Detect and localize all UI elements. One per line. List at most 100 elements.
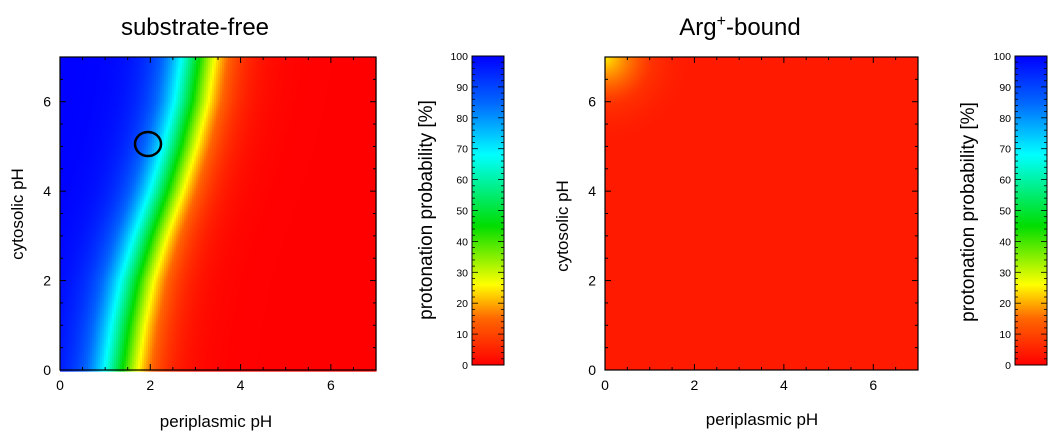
heatmap-cell xyxy=(162,69,165,72)
heatmap-cell xyxy=(220,77,223,80)
heatmap-cell xyxy=(154,59,157,62)
heatmap-cell xyxy=(212,57,215,60)
heatmap-cell xyxy=(364,77,367,80)
heatmap-cell xyxy=(76,79,79,82)
heatmap-cell xyxy=(112,57,115,60)
heatmap-cell xyxy=(154,57,157,60)
heatmap-cell xyxy=(176,67,179,70)
heatmap-cell xyxy=(314,57,317,60)
heatmap-cell xyxy=(206,71,209,74)
heatmap-cell xyxy=(202,73,205,76)
heatmap-cell xyxy=(138,75,141,78)
heatmap-cell xyxy=(192,69,195,72)
heatmap-cell xyxy=(160,61,163,64)
heatmap-cell xyxy=(248,63,251,66)
heatmap-cell xyxy=(328,69,331,72)
heatmap-cell xyxy=(296,75,299,78)
heatmap-cell xyxy=(276,65,279,68)
heatmap-cell xyxy=(122,81,125,84)
heatmap-cell xyxy=(96,71,99,74)
heatmap-cell xyxy=(300,65,303,68)
heatmap-cell xyxy=(182,69,185,72)
heatmap-cell xyxy=(272,59,275,62)
heatmap-cell xyxy=(208,69,211,72)
heatmap-cell xyxy=(212,79,215,82)
heatmap-cell xyxy=(266,59,269,62)
heatmap-cell xyxy=(248,81,251,84)
heatmap-cell xyxy=(244,75,247,78)
heatmap-cell xyxy=(104,81,107,84)
heatmap-cell xyxy=(200,67,203,70)
heatmap-cell xyxy=(228,65,231,68)
heatmap-cell xyxy=(248,61,251,64)
heatmap-cell xyxy=(278,59,281,62)
heatmap-cell xyxy=(254,81,257,84)
heatmap-cell xyxy=(276,67,279,70)
heatmap-cell xyxy=(78,61,81,64)
heatmap-cell xyxy=(224,69,227,72)
heatmap-cell xyxy=(188,63,191,66)
heatmap-cell xyxy=(274,75,277,78)
heatmap-cell xyxy=(118,71,121,74)
heatmap-cell xyxy=(158,75,161,78)
heatmap-cell xyxy=(76,69,79,72)
heatmap-substrate-free xyxy=(60,57,377,372)
heatmap-cell xyxy=(306,75,309,78)
heatmap-cell xyxy=(296,67,299,70)
heatmap-cell xyxy=(258,67,261,70)
heatmap-cell xyxy=(208,67,211,70)
heatmap-cell xyxy=(290,57,293,60)
heatmap-cell xyxy=(370,71,373,74)
heatmap-cell xyxy=(260,73,263,76)
heatmap-cell xyxy=(356,75,359,78)
heatmap-cell xyxy=(362,63,365,66)
heatmap-cell xyxy=(308,61,311,64)
heatmap-cell xyxy=(182,65,185,68)
heatmap-cell xyxy=(120,69,123,72)
heatmap-cell xyxy=(234,75,237,78)
heatmap-cell xyxy=(314,79,317,82)
heatmap-cell xyxy=(218,61,221,64)
heatmap-cell xyxy=(320,71,323,74)
heatmap-cell xyxy=(314,63,317,66)
heatmap-cell xyxy=(72,77,75,80)
heatmap-cell xyxy=(120,57,123,60)
heatmap-cell xyxy=(76,81,79,84)
heatmap-cell xyxy=(102,67,105,70)
heatmap-cell xyxy=(270,69,273,72)
heatmap-cell xyxy=(336,61,339,64)
heatmap-cell xyxy=(212,77,215,80)
heatmap-cell xyxy=(94,71,97,74)
heatmap-cell xyxy=(180,81,183,84)
heatmap-cell xyxy=(270,81,273,84)
heatmap-cell xyxy=(202,81,205,84)
heatmap-cell xyxy=(352,65,355,68)
heatmap-cell xyxy=(312,79,315,82)
heatmap-cell xyxy=(210,65,213,68)
heatmap-cell xyxy=(104,69,107,72)
heatmap-cell xyxy=(288,65,291,68)
heatmap-cell xyxy=(306,61,309,64)
heatmap-cell xyxy=(100,65,103,68)
heatmap-cell xyxy=(86,71,89,74)
heatmap-cell xyxy=(374,73,377,76)
heatmap-cell xyxy=(264,69,267,72)
heatmap-cell xyxy=(228,75,231,78)
heatmap-cell xyxy=(102,65,105,68)
heatmap-cell xyxy=(318,71,321,74)
heatmap-cell xyxy=(254,77,257,80)
heatmap-cell xyxy=(130,65,133,68)
heatmap-cell xyxy=(62,73,65,76)
heatmap-cell xyxy=(112,65,115,68)
heatmap-cell xyxy=(88,77,91,80)
heatmap-cell xyxy=(172,77,175,80)
heatmap-cell xyxy=(278,69,281,72)
heatmap-cell xyxy=(78,79,81,82)
heatmap-cell xyxy=(134,81,137,84)
heatmap-cell xyxy=(152,81,155,84)
heatmap-cell xyxy=(146,63,149,66)
heatmap-cell xyxy=(192,79,195,82)
heatmap-cell xyxy=(328,59,331,62)
heatmap-cell xyxy=(222,79,225,82)
